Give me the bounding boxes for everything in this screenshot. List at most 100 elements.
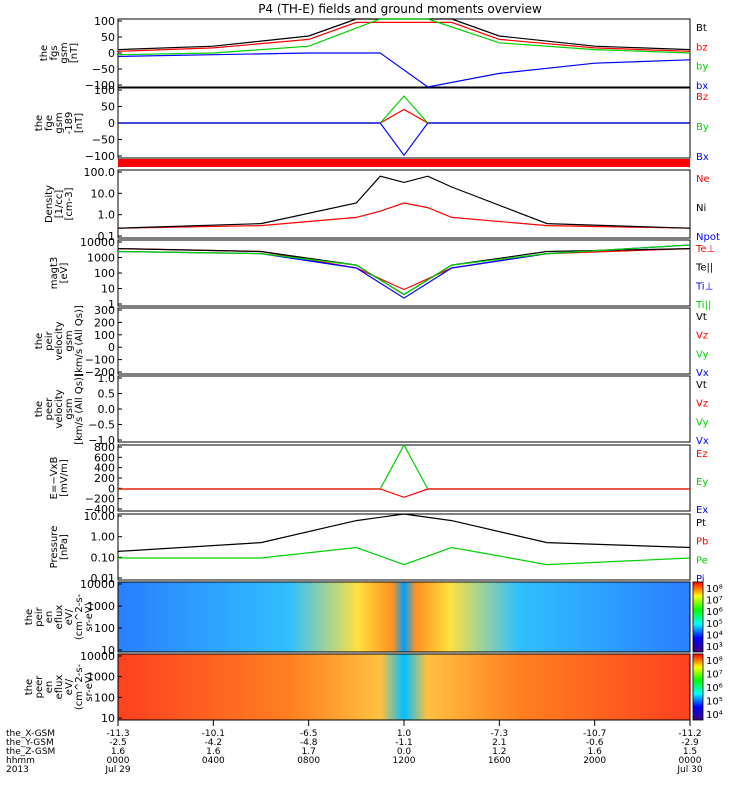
y-axis-label: [cm-3] (64, 187, 75, 220)
spectrogram-image (118, 582, 690, 652)
y-tick-label: −0.5 (88, 419, 115, 432)
x-axis-value: 1.6 (111, 747, 126, 757)
y-axis-label: eflux (54, 605, 65, 630)
colorbar-tick-label: 10⁵ (706, 619, 723, 630)
flag-bar (118, 159, 690, 167)
x-axis-value: -4.8 (300, 738, 318, 748)
y-axis-label: sr-eV) (84, 602, 95, 631)
legend-entry: Te|| (695, 263, 713, 274)
x-axis-value: 1.5 (683, 747, 697, 757)
y-tick-label: −200 (85, 366, 115, 379)
y-axis-label: [nPa] (59, 534, 70, 560)
y-axis-label: the (34, 115, 45, 131)
legend-entry: Ni (696, 203, 706, 214)
x-axis-value: -6.5 (300, 729, 318, 739)
series-line-fge-6 (118, 122, 690, 157)
y-tick-label: 10 (101, 644, 115, 657)
y-axis-label: the (39, 45, 50, 61)
panel-pressure: 10.00 1.00 0.10 0.01 Pressure [nPa] Pt Pb Pe Pi (49, 510, 708, 585)
y-tick-label: 10 (101, 283, 115, 296)
colorbar (692, 653, 704, 721)
series-line-pressure-16 (118, 546, 691, 566)
y-axis-label: gsm (64, 398, 75, 419)
y-tick-label: 100 (94, 691, 115, 704)
series-line-temp-9 (117, 248, 691, 291)
y-tick-label: 0.10 (91, 551, 116, 564)
y-tick-label: 1 (108, 298, 115, 311)
series-line-density-8 (117, 175, 691, 229)
legend-entry: bx (696, 81, 708, 92)
y-tick-label: 1.00 (91, 531, 116, 544)
series-line-fgs-2 (117, 18, 691, 56)
y-tick-label: 10000 (80, 650, 115, 663)
colorbar-tick-label: 10⁷ (706, 596, 723, 607)
y-axis-label: the (34, 401, 45, 417)
y-tick-label: 100 (94, 84, 115, 97)
y-axis-label: en (44, 611, 55, 624)
y-tick-label: 1.0 (98, 372, 116, 385)
legend-entry: Ti⊥ (695, 281, 713, 292)
y-axis-label: Pressure (49, 526, 60, 569)
legend-entry: Vt (696, 380, 707, 391)
y-axis-label: velocity (54, 389, 65, 428)
y-tick-label: −100 (85, 150, 115, 163)
figure-title: P4 (TH-E) fields and ground moments over… (258, 2, 542, 16)
legend-entry: Pb (696, 537, 708, 548)
y-tick-label: 200 (94, 472, 115, 485)
y-tick-label: 1000 (87, 671, 115, 684)
legend-entry: Pi (696, 574, 705, 585)
panel-frame (117, 444, 691, 512)
y-tick-label: 200 (94, 316, 115, 329)
y-axis-label: gsm (59, 42, 70, 63)
legend-entry: Ey (696, 477, 708, 488)
panel-frame (117, 169, 691, 239)
colorbar-tick-label: 10⁸ (706, 584, 723, 595)
colorbar-tick-label: 10⁴ (706, 630, 723, 641)
series-line-temp-12 (117, 244, 691, 296)
x-axis-value: -10.7 (583, 729, 606, 739)
series-line-temp-10 (117, 248, 691, 296)
legend-entry: Bt (696, 23, 707, 34)
y-tick-label: 1000 (87, 252, 115, 265)
legend-entry: Pt (696, 518, 706, 529)
legend-entry: Vy (696, 417, 709, 428)
spectrogram-image (118, 654, 690, 720)
legend-entry: Npot (696, 232, 720, 243)
series-line-fgs-1 (117, 21, 691, 52)
x-axis-value: 0.0 (397, 747, 412, 757)
y-tick-label: 0 (108, 47, 115, 60)
legend-entry: Ti|| (695, 300, 711, 311)
legend-entry: bz (696, 42, 708, 53)
y-tick-label: 10000 (80, 236, 115, 249)
colorbar-tick-label: 10⁷ (706, 670, 723, 681)
y-tick-label: −50 (92, 134, 115, 147)
x-axis-value: -11.2 (678, 729, 701, 739)
panel-temp: 10000 1000 100 10 1 magt3 [eV] Te⊥ Te|| Ti⊥ Ti|| (49, 236, 715, 311)
legend-entry: Vy (696, 349, 709, 360)
x-axis-value: 1.0 (397, 729, 412, 739)
legend-entry: Bz (696, 92, 708, 103)
x-axis-value: 0000 (679, 756, 702, 766)
x-axis-value: 0800 (297, 756, 320, 766)
colorbar-tick-label: 10⁶ (706, 683, 723, 694)
y-tick-label: 1.0 (98, 209, 116, 222)
y-tick-label: 100 (94, 267, 115, 280)
y-tick-label: 10000 (80, 578, 115, 591)
series-line-density-7 (117, 202, 691, 229)
y-tick-label: 0 (108, 341, 115, 354)
y-axis-label: sr-eV) (84, 672, 95, 701)
x-axis-value: -2.9 (681, 738, 699, 748)
x-axis-value: 0400 (202, 756, 225, 766)
legend-entry: Vx (696, 436, 709, 447)
x-axis-value: 2000 (583, 756, 606, 766)
series-line-pressure-15 (117, 513, 691, 552)
y-tick-label: 0 (108, 117, 115, 130)
y-tick-label: 300 (94, 304, 115, 317)
y-axis-label: the (34, 333, 45, 349)
y-axis-label: the (24, 609, 35, 625)
y-tick-label: 10.00 (84, 510, 116, 523)
y-tick-label: −400 (85, 503, 115, 516)
y-axis-label: eflux (54, 675, 65, 700)
